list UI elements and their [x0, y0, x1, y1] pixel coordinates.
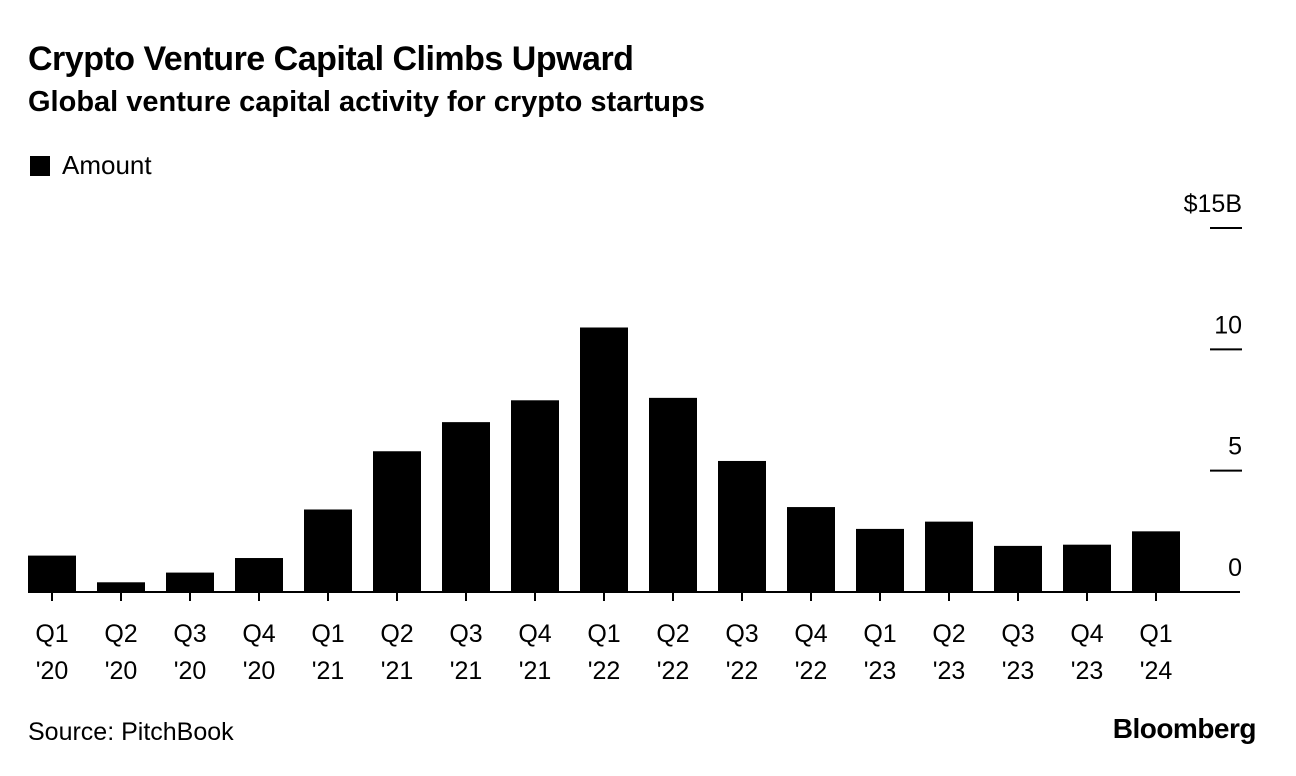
x-tick-label-quarter: Q3: [173, 620, 206, 648]
x-tick-label-quarter: Q1: [587, 620, 620, 648]
x-tick-label-year: '23: [933, 657, 966, 685]
bar-chart: $15B 10 5 0 Q1 '20 Q2 '20 Q3 '20 Q4 '20 Q1 '21 Q2 '21 Q3…: [28, 190, 1242, 685]
bar: [1132, 531, 1180, 592]
bar: [649, 397, 697, 592]
bar: [994, 545, 1042, 592]
x-tick-label-year: '21: [519, 657, 552, 685]
x-tick-label-quarter: Q1: [863, 620, 896, 648]
y-tick-label: 5: [1228, 433, 1242, 461]
x-tick-label-year: '20: [105, 657, 138, 685]
bar: [373, 451, 421, 592]
x-tick-label-quarter: Q1: [1139, 620, 1172, 648]
chart-title: Crypto Venture Capital Climbs Upward: [28, 40, 634, 78]
x-tick-label-quarter: Q1: [35, 620, 68, 648]
x-tick-label-year: '23: [864, 657, 897, 685]
bloomberg-logo: Bloomberg: [1112, 713, 1257, 744]
x-tick-label-year: '20: [36, 657, 69, 685]
bar: [856, 528, 904, 592]
bar: [1063, 544, 1111, 592]
bar: [580, 327, 628, 592]
x-tick-label-year: '23: [1071, 657, 1104, 685]
x-tick-label-year: '23: [1002, 657, 1035, 685]
legend-swatch-amount: [30, 155, 50, 176]
x-tick-label-quarter: Q4: [794, 620, 827, 648]
x-tick-label-quarter: Q4: [242, 620, 275, 648]
bar: [442, 422, 490, 592]
x-tick-label-quarter: Q2: [932, 620, 965, 648]
y-tick-label: $15B: [1184, 190, 1242, 218]
x-tick-label-year: '21: [381, 657, 414, 685]
source-note: Source: PitchBook: [28, 718, 234, 746]
x-tick-label-quarter: Q2: [104, 620, 137, 648]
legend-label-amount: Amount: [62, 150, 152, 180]
bar: [28, 555, 76, 592]
bar: [511, 400, 559, 592]
y-tick-label: 10: [1214, 311, 1242, 339]
x-tick-label-quarter: Q4: [1070, 620, 1103, 648]
x-tick-label-quarter: Q3: [449, 620, 482, 648]
bar: [166, 572, 214, 592]
x-tick-label-year: '22: [588, 657, 621, 685]
bar: [925, 521, 973, 592]
x-tick-label-year: '20: [174, 657, 207, 685]
bar: [787, 507, 835, 592]
x-tick-label-year: '21: [450, 657, 483, 685]
x-tick-label-quarter: Q1: [311, 620, 344, 648]
x-tick-label-year: '24: [1140, 657, 1173, 685]
x-tick-label-year: '22: [657, 657, 690, 685]
x-tick-label-quarter: Q2: [380, 620, 413, 648]
bar: [718, 460, 766, 592]
x-tick-label-year: '20: [243, 657, 276, 685]
x-tick-label-quarter: Q3: [1001, 620, 1034, 648]
bar: [304, 509, 352, 592]
legend: Amount: [30, 150, 152, 181]
x-tick-label-quarter: Q3: [725, 620, 758, 648]
x-tick-label-year: '22: [726, 657, 759, 685]
x-tick-label-quarter: Q2: [656, 620, 689, 648]
y-tick-label: 0: [1228, 554, 1242, 582]
chart-subtitle: Global venture capital activity for cryp…: [28, 86, 705, 118]
x-tick-label-year: '22: [795, 657, 828, 685]
x-tick-label-year: '21: [312, 657, 345, 685]
bar: [97, 582, 145, 592]
x-tick-label-quarter: Q4: [518, 620, 551, 648]
bar: [235, 558, 283, 592]
